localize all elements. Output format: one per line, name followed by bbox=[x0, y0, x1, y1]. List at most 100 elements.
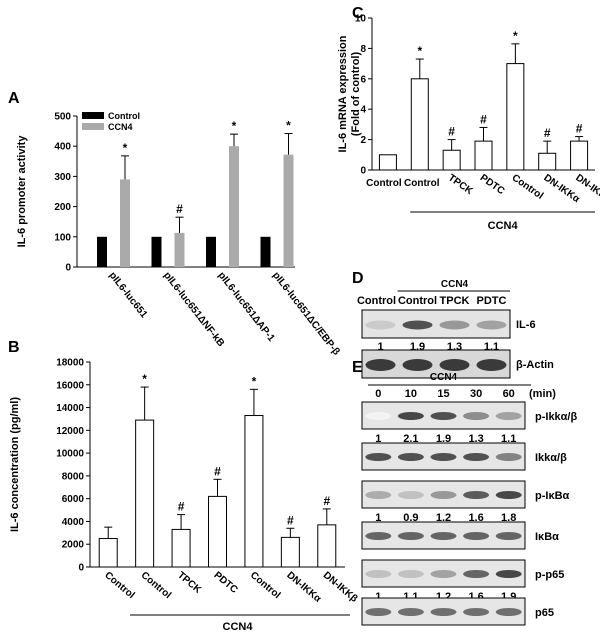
panel-b-significance-mark: # bbox=[287, 513, 294, 527]
panel-a-legend-label: CCN4 bbox=[108, 122, 133, 132]
panel-e-band bbox=[397, 608, 424, 616]
panel-e-band bbox=[495, 532, 522, 540]
panel-a-legend-swatch bbox=[82, 123, 104, 130]
panel-a-x-tick-label: pIL6-luc651 bbox=[107, 270, 150, 320]
panel-d-row-label: IL-6 bbox=[516, 319, 536, 331]
panel-e-row-label: p-p65 bbox=[535, 569, 564, 581]
panel-c-bar bbox=[410, 78, 429, 171]
panel-e-quant-value: 1.9 bbox=[436, 433, 451, 445]
panel-c-y-tick-label: 0 bbox=[360, 166, 366, 177]
panel-b-y-tick-label: 6000 bbox=[62, 494, 85, 505]
panel-b-x-tick-label: TPCK bbox=[175, 570, 204, 596]
panel-e-quant-value: 2.1 bbox=[403, 433, 418, 445]
panel-e-band bbox=[463, 412, 490, 420]
panel-c-x-tick-label: PDTC bbox=[478, 172, 507, 197]
panel-a-significance-mark: * bbox=[232, 119, 237, 133]
panel-a-y-tick-label: 200 bbox=[54, 202, 71, 213]
panel-c-bar bbox=[538, 152, 557, 171]
panel-e-band bbox=[397, 491, 424, 499]
panel-letter-e: E bbox=[352, 359, 363, 376]
panel-b-group-label: CCN4 bbox=[223, 621, 254, 632]
panel-e-band bbox=[365, 570, 392, 578]
panel-a-bar-ccn4 bbox=[229, 146, 239, 267]
panel-d-band bbox=[476, 359, 507, 371]
panel-e-band bbox=[495, 412, 522, 420]
panel-c-y-tick-label: 4 bbox=[360, 105, 366, 116]
panel-e-band bbox=[463, 491, 490, 499]
panel-a-significance-mark: # bbox=[176, 202, 183, 216]
panel-e-quant-value: 1.1 bbox=[501, 433, 516, 445]
panel-d-band bbox=[402, 320, 433, 330]
panel-a-bar-ccn4 bbox=[120, 179, 130, 267]
panel-a-x-tick-label: pIL6-luc651ΔC/EBP-β bbox=[270, 270, 342, 357]
panel-e-lane-label: 30 bbox=[470, 388, 482, 400]
panel-e-band bbox=[365, 412, 392, 420]
panel-d-lane-label: TPCK bbox=[440, 295, 470, 307]
panel-e-band bbox=[365, 491, 392, 499]
panel-e-band bbox=[430, 491, 457, 499]
panel-e-quant-value: 1 bbox=[375, 433, 381, 445]
panel-c-bar bbox=[378, 154, 397, 171]
panel-e-band bbox=[365, 453, 392, 461]
panel-e-band bbox=[430, 570, 457, 578]
panel-e-quant-value: 1.3 bbox=[468, 433, 483, 445]
panel-a-legend-label: Control bbox=[108, 111, 140, 121]
panel-c-y-tick-label: 6 bbox=[360, 74, 366, 85]
panel-a-y-tick-label: 300 bbox=[54, 172, 71, 183]
panel-e-header: CCN4 bbox=[430, 372, 458, 383]
panel-e-lane-label: 15 bbox=[437, 388, 449, 400]
panel-e-band bbox=[495, 570, 522, 578]
panel-c-significance-mark: # bbox=[544, 126, 551, 140]
panel-a-y-tick-label: 0 bbox=[65, 263, 71, 274]
panel-b-bar bbox=[280, 536, 300, 568]
panel-b-bar bbox=[208, 495, 227, 568]
panel-letter-b: B bbox=[8, 339, 20, 356]
panel-b-bar bbox=[98, 538, 118, 568]
panel-letter-a: A bbox=[8, 90, 20, 107]
panel-a-significance-mark: * bbox=[123, 141, 128, 155]
panel-e-row-label: p65 bbox=[535, 607, 554, 619]
panel-b-y-tick-label: 0 bbox=[78, 563, 84, 574]
panel-a-bar-control bbox=[260, 236, 271, 267]
panel-d-row-label: β-Actin bbox=[516, 359, 554, 371]
panel-a-x-tick-label: pIL6-luc651ΔNF-kB bbox=[161, 270, 226, 349]
panel-c-y-tick-label: 10 bbox=[355, 14, 367, 25]
panel-d-band bbox=[402, 359, 433, 371]
panel-a-x-tick-label: pIL6-luc651ΔAP-1 bbox=[216, 270, 277, 344]
panel-c-significance-mark: # bbox=[480, 112, 487, 126]
panel-a-legend-swatch bbox=[82, 112, 104, 119]
panel-e-band bbox=[397, 570, 424, 578]
panel-e-row-label: p-Ikkα/β bbox=[535, 411, 577, 423]
panel-e-band bbox=[495, 608, 522, 616]
panel-b-x-tick-label: Control bbox=[102, 570, 136, 601]
panel-a-y-axis-label: IL-6 promoter activity bbox=[16, 135, 28, 248]
panel-d-lane-label: Control bbox=[357, 295, 396, 307]
panel-e-row-label: Ikkα/β bbox=[535, 452, 567, 464]
panel-c-group-label: CCN4 bbox=[488, 220, 519, 232]
panel-c-bar bbox=[474, 140, 493, 171]
panel-b-y-axis-label: IL-6 concentration (pg/ml) bbox=[9, 397, 21, 532]
panel-e-row-label: IκBα bbox=[535, 531, 559, 543]
panel-a-bar-control bbox=[97, 236, 107, 267]
panel-e-row-label: p-IκBα bbox=[535, 490, 570, 502]
panel-c-bar bbox=[570, 140, 589, 171]
panel-d-band bbox=[365, 320, 396, 330]
panel-e-band bbox=[430, 453, 457, 461]
panel-c-significance-mark: # bbox=[448, 125, 455, 139]
panel-b-y-tick-label: 10000 bbox=[56, 449, 84, 460]
panel-e-quant-value: 1 bbox=[375, 512, 381, 524]
panel-e-band bbox=[397, 532, 424, 540]
panel-c-y-tick-label: 2 bbox=[360, 135, 366, 146]
panel-b-y-tick-label: 8000 bbox=[62, 471, 85, 482]
panel-a-y-tick-label: 400 bbox=[54, 142, 71, 153]
panel-e-unit-label: (min) bbox=[529, 388, 556, 400]
panel-b-y-tick-label: 18000 bbox=[56, 358, 84, 369]
panel-c-y-tick-label: 8 bbox=[360, 44, 366, 55]
panel-d-band bbox=[439, 320, 470, 330]
panel-d-header: CCN4 bbox=[441, 279, 469, 290]
panel-e-quant-value: 1.8 bbox=[501, 512, 516, 524]
panel-b-x-tick-label: Control bbox=[139, 570, 173, 601]
panel-c-x-tick-label: TPCK bbox=[446, 172, 475, 197]
panel-letter-d: D bbox=[352, 270, 364, 287]
panel-b-y-tick-label: 12000 bbox=[56, 426, 84, 437]
